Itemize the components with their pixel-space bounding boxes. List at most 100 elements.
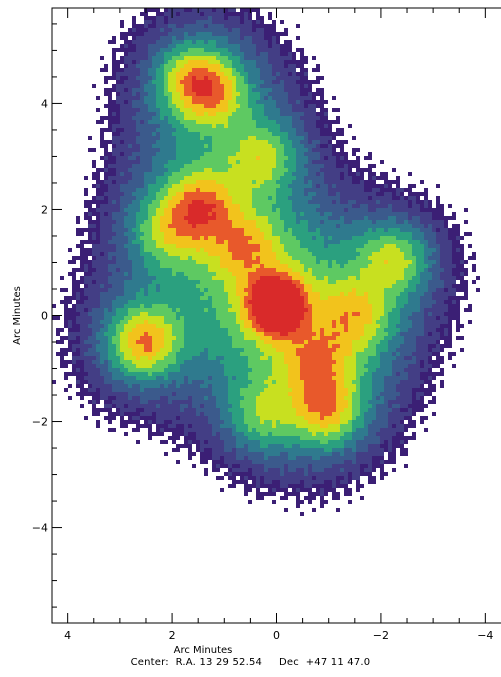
map-pixel xyxy=(180,224,184,228)
map-pixel xyxy=(124,192,128,196)
map-pixel xyxy=(248,60,252,64)
map-pixel xyxy=(268,204,272,208)
map-pixel xyxy=(220,216,224,220)
map-pixel xyxy=(136,104,140,108)
map-pixel xyxy=(268,196,272,200)
map-pixel xyxy=(324,124,328,128)
map-pixel xyxy=(232,276,236,280)
map-pixel xyxy=(252,140,256,144)
map-pixel xyxy=(152,256,156,260)
map-pixel xyxy=(284,256,288,260)
map-pixel xyxy=(188,272,192,276)
map-pixel xyxy=(120,108,124,112)
map-pixel xyxy=(116,204,120,208)
map-pixel xyxy=(180,124,184,128)
map-pixel xyxy=(120,272,124,276)
map-pixel xyxy=(200,140,204,144)
map-pixel xyxy=(172,164,176,168)
map-pixel xyxy=(424,212,428,216)
map-pixel xyxy=(356,188,360,192)
map-pixel xyxy=(284,216,288,220)
map-pixel xyxy=(408,256,412,260)
map-pixel xyxy=(120,180,124,184)
map-pixel xyxy=(192,8,196,12)
map-pixel xyxy=(276,204,280,208)
map-pixel xyxy=(320,256,324,260)
map-pixel xyxy=(156,268,160,272)
map-pixel xyxy=(252,76,256,80)
map-pixel xyxy=(164,168,168,172)
map-pixel xyxy=(436,184,440,188)
map-pixel xyxy=(140,208,144,212)
map-pixel xyxy=(220,160,224,164)
map-pixel xyxy=(160,56,164,60)
map-pixel xyxy=(248,20,252,24)
map-pixel xyxy=(144,296,148,300)
map-pixel xyxy=(188,196,192,200)
map-pixel xyxy=(224,272,228,276)
map-pixel xyxy=(100,268,104,272)
map-pixel xyxy=(168,200,172,204)
map-pixel xyxy=(220,176,224,180)
map-pixel xyxy=(176,16,180,20)
map-pixel xyxy=(264,192,268,196)
map-pixel xyxy=(252,284,256,288)
map-pixel xyxy=(452,212,456,216)
map-pixel xyxy=(256,64,260,68)
map-pixel xyxy=(184,20,188,24)
map-pixel xyxy=(304,108,308,112)
map-pixel xyxy=(152,84,156,88)
map-pixel xyxy=(320,220,324,224)
map-pixel xyxy=(172,88,176,92)
map-pixel xyxy=(208,16,212,20)
map-pixel xyxy=(80,288,84,292)
map-pixel xyxy=(184,104,188,108)
map-pixel xyxy=(156,212,160,216)
map-pixel xyxy=(220,212,224,216)
map-pixel xyxy=(308,212,312,216)
map-pixel xyxy=(140,144,144,148)
map-pixel xyxy=(236,260,240,264)
map-pixel xyxy=(272,92,276,96)
map-pixel xyxy=(288,104,292,108)
map-pixel xyxy=(188,92,192,96)
map-pixel xyxy=(296,120,300,124)
map-pixel xyxy=(272,164,276,168)
map-pixel xyxy=(112,236,116,240)
map-pixel xyxy=(320,240,324,244)
map-pixel xyxy=(224,128,228,132)
map-pixel xyxy=(308,256,312,260)
map-pixel xyxy=(156,48,160,52)
map-pixel xyxy=(396,288,400,292)
map-pixel xyxy=(128,256,132,260)
map-pixel xyxy=(196,288,200,292)
map-pixel xyxy=(296,164,300,168)
map-pixel xyxy=(320,276,324,280)
map-pixel xyxy=(156,16,160,20)
map-pixel xyxy=(408,240,412,244)
map-pixel xyxy=(168,100,172,104)
map-pixel xyxy=(192,60,196,64)
map-pixel xyxy=(132,60,136,64)
map-pixel xyxy=(96,176,100,180)
map-pixel xyxy=(112,252,116,256)
map-pixel xyxy=(252,28,256,32)
map-pixel xyxy=(144,132,148,136)
map-pixel xyxy=(436,204,440,208)
map-pixel xyxy=(288,72,292,76)
map-pixel xyxy=(248,120,252,124)
map-pixel xyxy=(280,284,284,288)
map-pixel xyxy=(88,268,92,272)
map-pixel xyxy=(152,216,156,220)
map-pixel xyxy=(148,240,152,244)
map-pixel xyxy=(232,84,236,88)
map-pixel xyxy=(236,188,240,192)
map-pixel xyxy=(256,8,260,12)
map-pixel xyxy=(156,92,160,96)
map-pixel xyxy=(168,40,172,44)
map-pixel xyxy=(192,164,196,168)
map-pixel xyxy=(160,192,164,196)
map-pixel xyxy=(380,204,384,208)
map-pixel xyxy=(124,148,128,152)
map-pixel xyxy=(296,172,300,176)
